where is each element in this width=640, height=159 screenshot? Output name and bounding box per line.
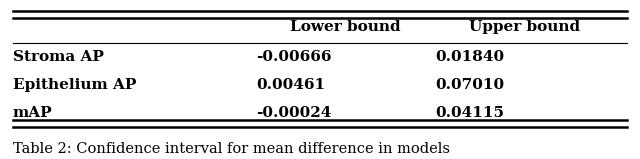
Text: mAP: mAP bbox=[13, 106, 52, 120]
Text: Upper bound: Upper bound bbox=[469, 20, 580, 34]
Text: 0.01840: 0.01840 bbox=[435, 50, 504, 64]
Text: Stroma AP: Stroma AP bbox=[13, 50, 104, 64]
Text: -0.00666: -0.00666 bbox=[256, 50, 332, 64]
Text: 0.04115: 0.04115 bbox=[435, 106, 504, 120]
Text: Lower bound: Lower bound bbox=[291, 20, 401, 34]
Text: Table 2: Confidence interval for mean difference in models: Table 2: Confidence interval for mean di… bbox=[13, 142, 450, 156]
Text: 0.00461: 0.00461 bbox=[256, 78, 325, 92]
Text: Epithelium AP: Epithelium AP bbox=[13, 78, 136, 92]
Text: 0.07010: 0.07010 bbox=[435, 78, 504, 92]
Text: -0.00024: -0.00024 bbox=[256, 106, 332, 120]
